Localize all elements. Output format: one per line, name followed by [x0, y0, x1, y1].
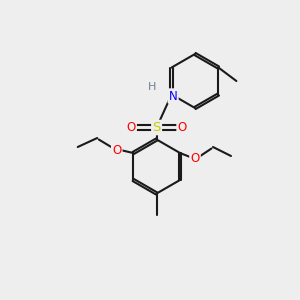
Text: N: N: [169, 89, 178, 103]
Text: O: O: [112, 143, 122, 157]
Text: H: H: [148, 82, 156, 92]
Text: O: O: [127, 121, 136, 134]
Text: O: O: [178, 121, 187, 134]
Text: S: S: [152, 121, 161, 134]
Text: O: O: [190, 152, 200, 166]
